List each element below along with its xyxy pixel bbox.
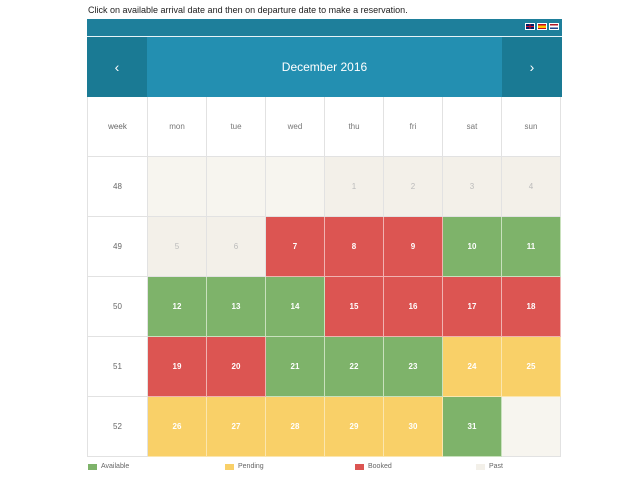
spanish-flag-icon[interactable] — [537, 23, 547, 30]
week-row: 52 26 27 28 29 30 31 — [88, 397, 562, 457]
day-cell-past: 6 — [207, 217, 266, 277]
day-cell-available[interactable]: 22 — [325, 337, 384, 397]
day-cell-pending: 27 — [207, 397, 266, 457]
week-number: 51 — [88, 337, 148, 397]
legend-label: Past — [489, 463, 504, 470]
day-cell-available[interactable]: 12 — [148, 277, 207, 337]
legend-label: Available — [101, 463, 130, 470]
day-cell-past: 1 — [325, 157, 384, 217]
empty-day-cell — [502, 397, 561, 457]
day-cell-pending: 26 — [148, 397, 207, 457]
week-number: 49 — [88, 217, 148, 277]
legend-swatch — [476, 463, 485, 470]
week-number: 52 — [88, 397, 148, 457]
day-cell-available[interactable]: 14 — [266, 277, 325, 337]
chevron-right-icon: › — [529, 59, 535, 75]
month-title: December 2016 — [147, 37, 502, 97]
day-cell-booked: 15 — [325, 277, 384, 337]
day-cell-past: 4 — [502, 157, 561, 217]
day-cell-pending: 29 — [325, 397, 384, 457]
calendar-header: ‹ December 2016 › — [87, 37, 562, 97]
week-row: 49 5 6 7 8 9 10 11 — [88, 217, 562, 277]
day-cell-available[interactable]: 23 — [384, 337, 443, 397]
day-cell-past: 5 — [148, 217, 207, 277]
chevron-left-icon: ‹ — [114, 59, 120, 75]
legend-swatch — [88, 463, 97, 470]
week-number: 50 — [88, 277, 148, 337]
day-cell-past: 2 — [384, 157, 443, 217]
empty-day-cell — [266, 157, 325, 217]
week-row: 51 19 20 21 22 23 24 25 — [88, 337, 562, 397]
reservation-instruction: Click on available arrival date and then… — [88, 5, 408, 15]
legend-label: Pending — [238, 463, 264, 470]
legend-item: Pending — [225, 463, 264, 470]
day-cell-booked: 19 — [148, 337, 207, 397]
week-row: 48 1 2 3 4 — [88, 157, 562, 217]
day-cell-booked: 17 — [443, 277, 502, 337]
day-cell-available[interactable]: 11 — [502, 217, 561, 277]
day-cell-booked: 20 — [207, 337, 266, 397]
dutch-flag-icon[interactable] — [549, 23, 559, 30]
legend-label: Booked — [368, 463, 392, 470]
status-legend: Available Pending Booked Past — [88, 463, 563, 473]
day-header-thu: thu — [325, 97, 384, 157]
legend-item: Past — [476, 463, 503, 470]
day-cell-past: 3 — [443, 157, 502, 217]
day-header-mon: mon — [148, 97, 207, 157]
day-cell-pending: 25 — [502, 337, 561, 397]
day-header-sun: sun — [502, 97, 561, 157]
empty-day-cell — [207, 157, 266, 217]
day-cell-booked: 9 — [384, 217, 443, 277]
day-cell-available[interactable]: 21 — [266, 337, 325, 397]
legend-item: Available — [88, 463, 129, 470]
week-column-header: week — [88, 97, 148, 157]
calendar-grid: week mon tue wed thu fri sat sun 48 1 2 3 4 4… — [87, 97, 562, 457]
legend-swatch — [355, 463, 364, 470]
day-cell-booked: 7 — [266, 217, 325, 277]
day-header-row: week mon tue wed thu fri sat sun — [88, 97, 562, 157]
empty-day-cell — [148, 157, 207, 217]
day-header-sat: sat — [443, 97, 502, 157]
language-flags — [525, 23, 559, 30]
day-cell-booked: 8 — [325, 217, 384, 277]
day-cell-available[interactable]: 13 — [207, 277, 266, 337]
legend-item: Booked — [355, 463, 392, 470]
day-header-tue: tue — [207, 97, 266, 157]
day-header-fri: fri — [384, 97, 443, 157]
day-cell-booked: 16 — [384, 277, 443, 337]
english-flag-icon[interactable] — [525, 23, 535, 30]
day-cell-pending: 28 — [266, 397, 325, 457]
day-cell-available[interactable]: 10 — [443, 217, 502, 277]
previous-month-button[interactable]: ‹ — [87, 37, 147, 97]
day-header-wed: wed — [266, 97, 325, 157]
week-number: 48 — [88, 157, 148, 217]
day-cell-pending: 30 — [384, 397, 443, 457]
legend-swatch — [225, 463, 234, 470]
booking-calendar: ‹ December 2016 › week mon tue wed thu f… — [87, 19, 562, 457]
day-cell-booked: 18 — [502, 277, 561, 337]
day-cell-available[interactable]: 31 — [443, 397, 502, 457]
language-bar — [87, 19, 562, 37]
day-cell-pending: 24 — [443, 337, 502, 397]
week-row: 50 12 13 14 15 16 17 18 — [88, 277, 562, 337]
next-month-button[interactable]: › — [502, 37, 562, 97]
